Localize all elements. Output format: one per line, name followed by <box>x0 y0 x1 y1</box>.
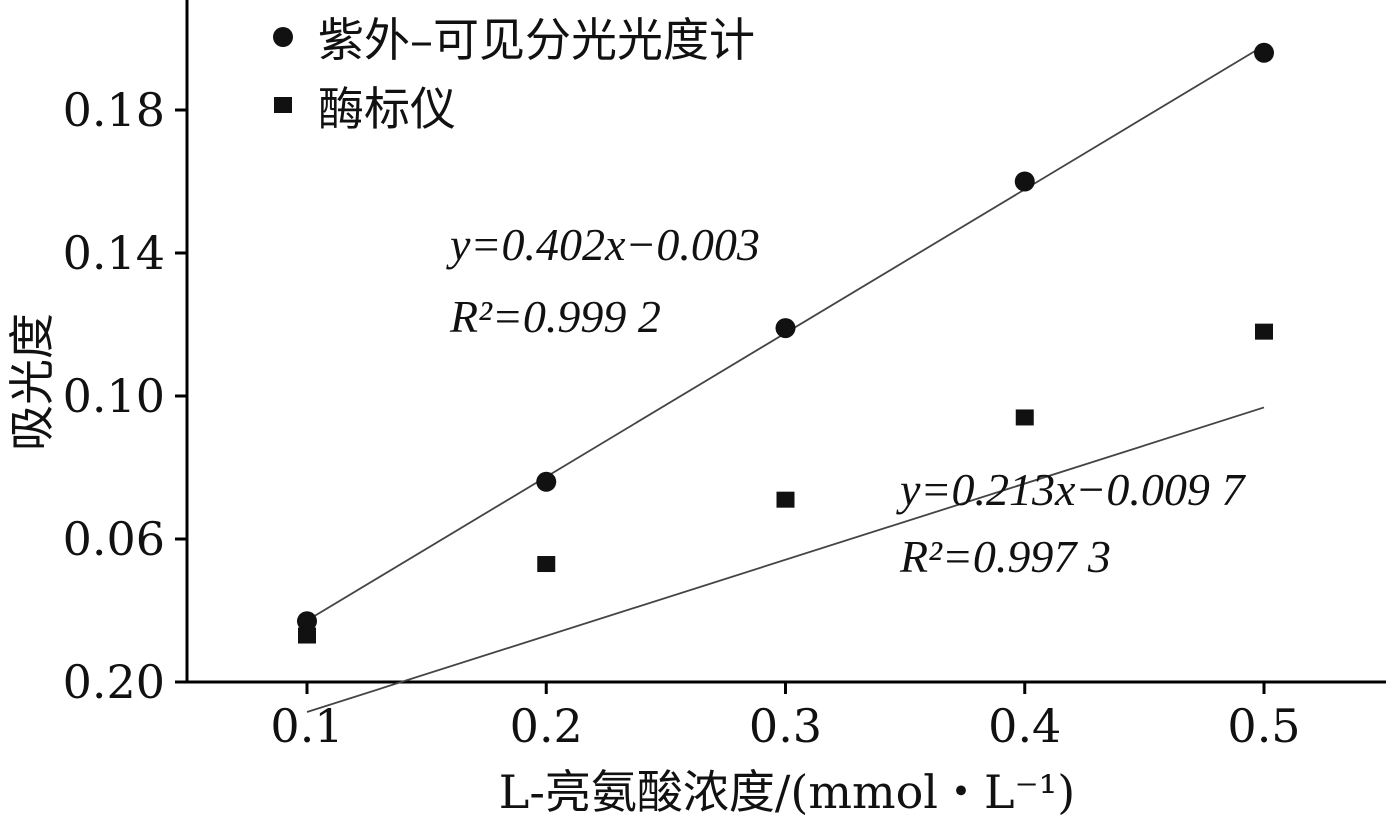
legend-marker-circle <box>273 27 293 47</box>
data-point-series-2 <box>1255 323 1273 340</box>
equation-series-2: y=0.213x−0.009 7 <box>896 464 1246 515</box>
data-point-series-1 <box>775 318 796 339</box>
y-ticks: 0.20 0.06 0.10 0.14 0.18 <box>63 83 187 709</box>
y-tick-label: 0.10 <box>63 369 165 423</box>
x-tick-label: 0.5 <box>1227 699 1300 753</box>
equation-series-1: y=0.402x−0.003 <box>446 219 760 270</box>
data-points <box>297 42 1274 644</box>
x-tick-label: 0.3 <box>749 699 822 753</box>
r2-series-2: R²=0.997 3 <box>899 531 1111 582</box>
data-point-series-2 <box>776 491 795 508</box>
y-axis-title: 吸光度 <box>5 313 59 451</box>
legend-label-series-2: 酶标仪 <box>318 82 456 136</box>
legend-marker-square <box>274 97 292 113</box>
data-point-series-1 <box>297 611 317 632</box>
r2-series-1: R²=0.999 2 <box>449 291 661 342</box>
annotations: y=0.402x−0.003 R²=0.999 2 y=0.213x−0.009… <box>446 219 1246 582</box>
y-tick-label: 0.14 <box>63 226 165 280</box>
x-ticks: 0.1 0.2 0.3 0.4 0.5 <box>270 682 1301 753</box>
data-point-series-2 <box>1015 409 1034 426</box>
fit-lines <box>306 44 1265 713</box>
legend-label-series-1: 紫外–可见分光光度计 <box>318 13 755 67</box>
x-tick-label: 0.2 <box>510 699 583 753</box>
data-point-series-2 <box>298 627 316 644</box>
y-tick-label: 0.20 <box>63 655 165 709</box>
legend: 紫外–可见分光光度计 酶标仪 <box>273 13 755 136</box>
y-tick-label: 0.06 <box>63 512 165 566</box>
data-point-series-1 <box>1014 171 1035 192</box>
y-tick-label: 0.18 <box>63 83 165 137</box>
x-tick-label: 0.4 <box>988 699 1061 753</box>
data-point-series-1 <box>536 471 557 492</box>
x-axis-title: L-亮氨酸浓度/(mmol・L⁻¹) <box>499 765 1075 819</box>
fit-line-series-2 <box>306 406 1265 713</box>
x-tick-label: 0.1 <box>270 699 343 753</box>
data-point-series-2 <box>537 556 556 573</box>
data-point-series-1 <box>1254 42 1274 63</box>
